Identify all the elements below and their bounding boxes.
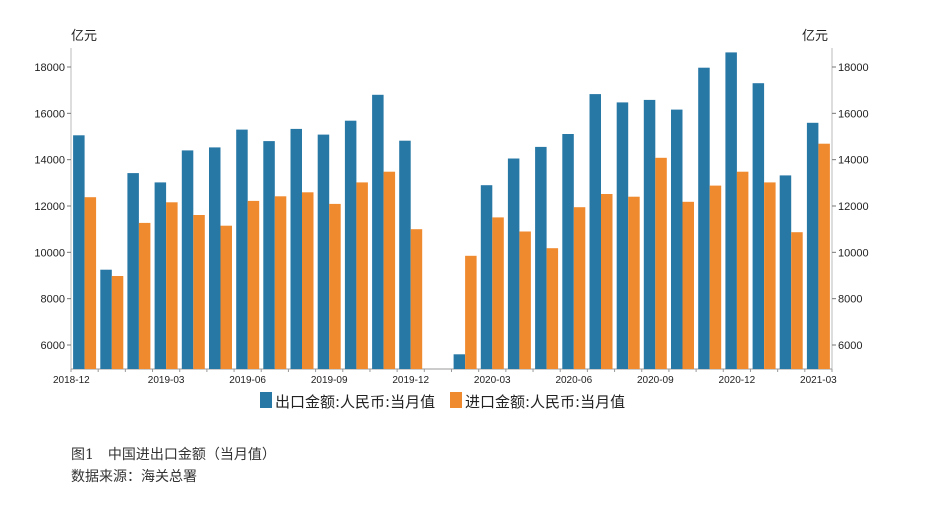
left-tick-label-8000: 8000 (41, 294, 65, 306)
left-tick-label-12000: 12000 (34, 201, 65, 213)
export-bar-2021-03 (806, 122, 819, 369)
import-bar-2019-05 (220, 225, 232, 369)
export-bar-2019-07 (263, 141, 275, 369)
export-bar-2020-05 (535, 146, 547, 369)
export-bar-2020-06 (562, 134, 574, 369)
export-bar-2019-02 (127, 173, 139, 369)
x-tick-label-2019-09: 2019-09 (311, 375, 348, 386)
left-tick-label-6000: 6000 (41, 340, 65, 352)
import-bar-2019-03 (166, 202, 178, 369)
import-bar-2020-12 (736, 171, 749, 369)
right-tick-label-16000: 16000 (838, 108, 869, 120)
export-bar-2019-08 (290, 128, 302, 369)
right-tick-label-18000: 18000 (838, 62, 869, 74)
export-bar-2020-04 (507, 158, 520, 369)
export-bar-2019-03 (154, 182, 167, 369)
x-tick-label-2020-09: 2020-09 (637, 375, 674, 386)
export-bar-2020-08 (616, 102, 629, 370)
import-bar-2019-02 (138, 222, 151, 369)
right-tick-label-8000: 8000 (838, 294, 862, 306)
export-bar-2020-02 (453, 354, 466, 369)
legend-label-import: 进口金额:人民币:当月值 (465, 393, 625, 411)
export-bar-2018-12 (73, 135, 85, 369)
export-bar-2021-02 (779, 175, 792, 369)
x-tick-label-2018-12: 2018-12 (53, 375, 90, 386)
legend: 出口金额:人民币:当月值 进口金额:人民币:当月值 (260, 392, 625, 411)
import-bar-2020-10 (682, 201, 694, 369)
x-tick-label-2020-03: 2020-03 (474, 375, 511, 386)
import-bar-2020-05 (546, 248, 559, 369)
import-bar-2021-02 (791, 232, 803, 369)
import-bar-2020-02 (465, 255, 477, 369)
import-bar-2019-09 (329, 203, 341, 369)
chart: 6000 8000 10000 12000 14000 16000 18000 6000 80… (34, 29, 869, 411)
x-tick-label-2021-03: 2021-03 (800, 375, 837, 386)
x-tick-label-2019-03: 2019-03 (148, 375, 185, 386)
import-bar-2019-04 (193, 215, 205, 369)
left-tick-label-18000: 18000 (34, 62, 65, 74)
import-bar-2019-06 (247, 200, 260, 369)
left-tick-label-14000: 14000 (34, 155, 65, 167)
export-bar-2020-07 (589, 94, 601, 369)
bars-layer (73, 52, 830, 370)
export-bar-2019-10 (344, 120, 357, 369)
import-bar-2018-12 (84, 197, 97, 369)
legend-label-export: 出口金额:人民币:当月值 (275, 393, 435, 411)
left-y-ticks: 6000 8000 10000 12000 14000 16000 18000 (34, 62, 71, 352)
import-bar-2020-09 (655, 157, 667, 369)
figure-caption: 图1 中国进出口金额（当月值） (71, 447, 276, 463)
x-tick-label-2020-12: 2020-12 (719, 375, 756, 386)
export-bar-2020-10 (671, 109, 683, 369)
import-bar-2021-01 (764, 182, 776, 369)
x-tick-label-2019-06: 2019-06 (229, 375, 266, 386)
import-bar-2019-10 (356, 182, 368, 369)
export-bar-2020-12 (725, 52, 737, 370)
import-bar-2019-12 (410, 229, 423, 369)
left-tick-label-16000: 16000 (34, 108, 65, 120)
import-bar-2020-04 (519, 231, 531, 369)
export-bar-2019-11 (372, 94, 384, 370)
legend-swatch-export (260, 392, 272, 408)
left-tick-label-10000: 10000 (34, 247, 65, 259)
export-bar-2019-04 (181, 150, 194, 369)
export-bar-2019-12 (399, 140, 411, 369)
export-bar-2019-06 (236, 129, 248, 369)
import-bar-2019-07 (274, 196, 287, 369)
import-bar-2019-01 (111, 276, 124, 369)
legend-swatch-import (450, 392, 462, 408)
x-tick-label-2019-12: 2019-12 (392, 375, 429, 386)
right-tick-label-6000: 6000 (838, 340, 862, 352)
export-bar-2019-09 (317, 134, 330, 369)
left-unit-label: 亿元 (71, 29, 97, 44)
right-unit-label: 亿元 (802, 29, 828, 44)
import-bar-2020-07 (601, 194, 613, 369)
import-bar-2021-03 (818, 143, 830, 369)
right-tick-label-14000: 14000 (838, 155, 869, 167)
source-note: 数据来源：海关总署 (71, 469, 197, 485)
import-bar-2020-06 (573, 207, 586, 369)
export-bar-2020-11 (698, 67, 710, 369)
x-tick-label-2020-06: 2020-06 (555, 375, 592, 386)
export-bar-2021-01 (752, 83, 765, 369)
export-bar-2019-01 (100, 269, 112, 369)
export-bar-2020-03 (480, 185, 493, 369)
x-ticks: 2018-12 2019-03 2019-06 2019-09 2019-12 2020-… (53, 369, 837, 386)
right-tick-label-12000: 12000 (838, 201, 869, 213)
right-y-ticks: 6000 8000 10000 12000 14000 16000 18000 (832, 62, 869, 352)
import-bar-2020-11 (709, 185, 722, 369)
export-bar-2019-05 (209, 147, 221, 369)
import-bar-2019-11 (383, 171, 396, 369)
import-bar-2020-08 (628, 196, 640, 369)
right-tick-label-10000: 10000 (838, 247, 869, 259)
import-bar-2019-08 (302, 192, 314, 369)
export-bar-2020-09 (643, 99, 656, 370)
import-bar-2020-03 (492, 217, 504, 369)
